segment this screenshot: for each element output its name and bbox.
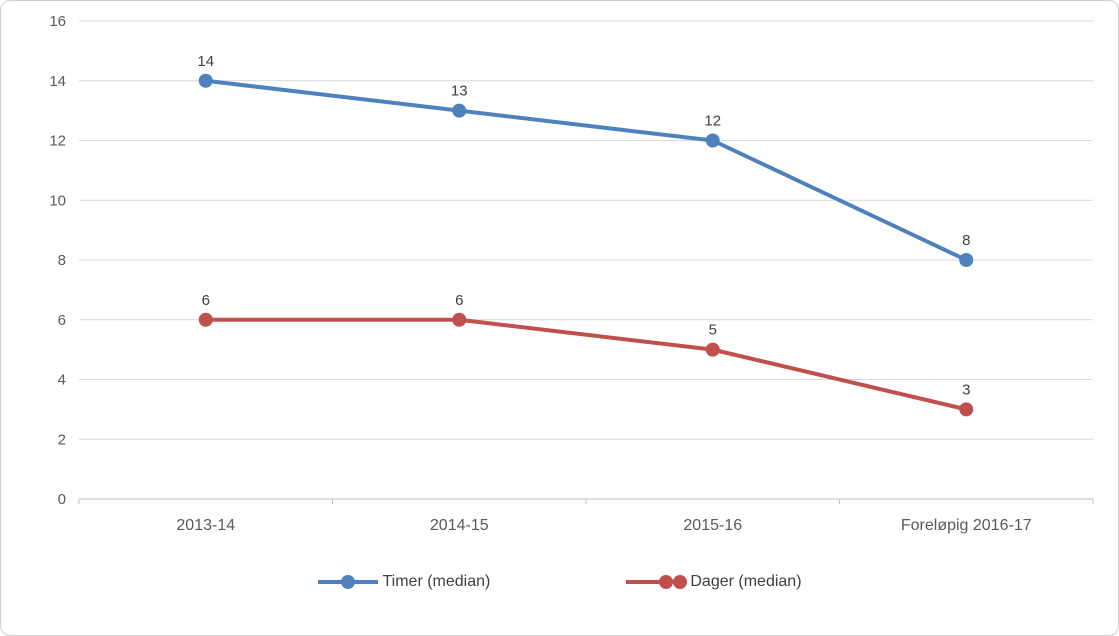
data-label-timer-median: 8: [962, 232, 970, 249]
legend-item-dager-median: Dager (median): [625, 573, 802, 591]
x-axis-category-label: 2013-14: [176, 517, 235, 534]
y-axis-tick-label: 8: [58, 252, 66, 269]
data-label-dager-median: 5: [709, 322, 717, 339]
x-axis-category-label: 2015-16: [683, 517, 742, 534]
data-point-marker-timer-median: [198, 73, 213, 88]
chart-legend: Timer (median) Dager (median): [1, 573, 1118, 591]
y-axis-tick-label: 16: [49, 13, 66, 30]
dager-median-legend-glyph: [626, 575, 688, 589]
data-label-timer-median: 13: [451, 83, 468, 100]
data-point-marker-dager-median: [198, 312, 213, 327]
y-axis-tick-label: 14: [49, 73, 66, 90]
series-line-dager-median: [203, 317, 969, 412]
legend-item-timer-median: Timer (median): [317, 573, 490, 591]
data-label-dager-median: 6: [202, 292, 210, 309]
data-label-dager-median: 6: [455, 292, 463, 309]
data-point-marker-dager-median: [959, 402, 974, 417]
data-label-timer-median: 14: [197, 53, 214, 70]
y-axis-tick-label: 2: [58, 431, 66, 448]
y-axis-tick-label: 10: [49, 192, 66, 209]
y-axis-tick-label: 0: [58, 491, 66, 508]
x-axis-category-label: 2014-15: [430, 517, 489, 534]
data-point-marker-timer-median: [452, 103, 467, 118]
data-label-timer-median: 12: [704, 113, 721, 130]
data-point-marker-dager-median: [705, 342, 720, 357]
data-point-marker-timer-median: [705, 133, 720, 148]
timer-median-legend-glyph: [318, 575, 379, 589]
y-axis-tick-label: 4: [58, 372, 66, 389]
series-line-timer-median: [203, 78, 969, 262]
legend-label-dager-median: Dager (median): [690, 573, 802, 590]
y-axis-tick-label: 12: [49, 133, 66, 150]
data-point-marker-dager-median: [452, 312, 467, 327]
data-label-dager-median: 3: [962, 381, 970, 398]
legend-label-timer-median: Timer (median): [382, 573, 491, 590]
data-point-marker-timer-median: [959, 253, 974, 267]
x-axis-category-label: Foreløpig 2016-17: [901, 517, 1032, 534]
y-axis-tick-label: 6: [58, 312, 66, 329]
line-chart: 0 2 4 6 8 10 12 14 16 2013-14 2014-15 2015-16 Forelø…: [49, 13, 1094, 534]
